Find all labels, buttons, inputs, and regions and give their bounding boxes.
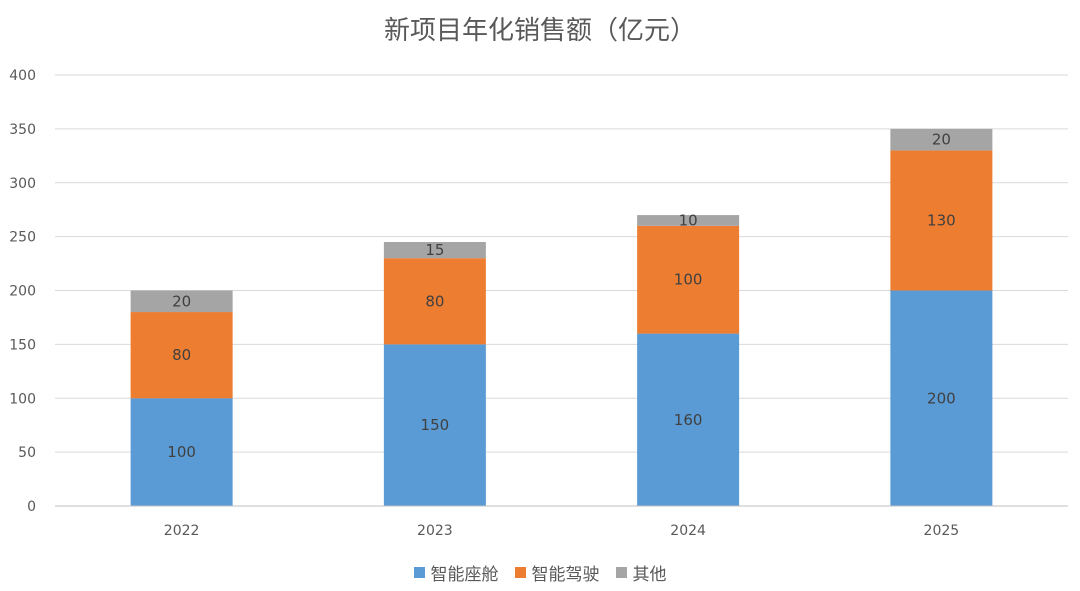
bar-segment bbox=[130, 290, 233, 313]
bar-segment bbox=[130, 398, 233, 506]
legend-label: 智能座舱 bbox=[430, 565, 499, 585]
data-label: 15 bbox=[425, 241, 444, 259]
y-tick-label: 100 bbox=[9, 391, 36, 407]
chart-title: 新项目年化销售额（亿元） bbox=[383, 16, 696, 46]
bar-segment bbox=[383, 258, 486, 345]
y-tick-label: 50 bbox=[18, 445, 36, 461]
bar-segment bbox=[637, 225, 740, 334]
plot-area: 0 50 100 150 200 250 300 350 400 100 80 20 2022 150 80… bbox=[9, 68, 1068, 539]
data-label: 20 bbox=[172, 292, 191, 310]
x-tick-label: 2023 bbox=[417, 523, 453, 539]
data-label: 80 bbox=[425, 292, 444, 310]
x-tick-label: 2024 bbox=[670, 523, 706, 539]
legend-label: 其他 bbox=[632, 565, 667, 585]
legend-item: 智能驾驶 bbox=[514, 560, 600, 585]
y-tick-label: 400 bbox=[9, 68, 36, 84]
bar-segment bbox=[890, 290, 993, 506]
legend: 智能座舱 智能驾驶 其他 bbox=[0, 560, 1080, 585]
data-label: 130 bbox=[927, 211, 956, 229]
data-label: 80 bbox=[172, 346, 191, 364]
bar-segment bbox=[890, 128, 993, 151]
data-label: 20 bbox=[932, 131, 951, 149]
bar-segment bbox=[383, 344, 486, 506]
y-tick-label: 250 bbox=[9, 230, 36, 246]
legend-item: 其他 bbox=[615, 560, 667, 585]
bar-segment bbox=[130, 312, 233, 399]
y-tick-label: 150 bbox=[9, 337, 36, 353]
data-label: 10 bbox=[679, 211, 698, 229]
legend-swatch bbox=[514, 567, 526, 578]
legend-swatch bbox=[615, 567, 627, 578]
legend-swatch bbox=[413, 567, 425, 578]
data-label: 160 bbox=[674, 411, 703, 429]
y-tick-label: 350 bbox=[9, 122, 36, 138]
bar-segment bbox=[637, 215, 740, 226]
legend-item: 智能座舱 bbox=[413, 560, 499, 585]
data-label: 100 bbox=[167, 443, 196, 461]
bar-segment bbox=[637, 333, 740, 506]
y-tick-label: 200 bbox=[9, 284, 36, 300]
bar-segment bbox=[383, 242, 486, 259]
y-tick-label: 0 bbox=[27, 499, 36, 515]
data-label: 200 bbox=[927, 389, 956, 407]
data-label: 100 bbox=[674, 271, 703, 289]
x-tick-label: 2025 bbox=[924, 523, 960, 539]
data-label: 150 bbox=[421, 416, 450, 434]
y-tick-label: 300 bbox=[9, 176, 36, 192]
x-tick-label: 2022 bbox=[164, 523, 200, 539]
bar-segment bbox=[890, 150, 993, 291]
legend-label: 智能驾驶 bbox=[531, 565, 600, 585]
